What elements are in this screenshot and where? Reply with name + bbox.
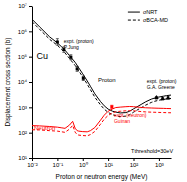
legend-swatch xyxy=(128,20,140,21)
y-axis-title: Displacement cross section (b) xyxy=(4,38,12,127)
point xyxy=(166,95,171,99)
tick-label: 10⁷ xyxy=(18,3,27,9)
chart: 10⁻²10⁻¹10⁰10¹10²10³10¹10²10³10⁴10⁵10⁶10… xyxy=(0,0,187,182)
legend-label: σNRT xyxy=(143,9,158,15)
error-bar xyxy=(110,105,113,108)
tick-mark xyxy=(29,133,32,134)
tick: 10⁻² xyxy=(27,158,38,168)
annotation: Neutron xyxy=(34,125,55,131)
error-bar xyxy=(82,76,85,80)
tick-label: 10⁴ xyxy=(18,79,28,85)
point xyxy=(56,40,59,43)
y-axis: 10¹ 10² 10³ 10⁴ 10⁵ 10⁶ 10⁷ xyxy=(18,3,33,161)
tick-label: 10⁰ xyxy=(79,161,88,168)
annotation: Cu xyxy=(36,51,48,61)
tick-label: 10¹ xyxy=(18,155,27,161)
tick-mark xyxy=(108,158,109,161)
annotation-line: G.A. Greene xyxy=(147,84,175,90)
error-bar xyxy=(76,66,79,71)
tick-label: 10³ xyxy=(155,162,164,168)
tick-label: 10³ xyxy=(18,105,27,111)
annotation: Proton xyxy=(98,77,116,83)
tick-mark xyxy=(134,158,135,161)
legend-swatch xyxy=(128,12,140,13)
tick-mark xyxy=(29,158,32,159)
tick-label: 10⁻² xyxy=(27,162,38,168)
tick-mark xyxy=(29,107,32,108)
x-axis-title: Proton or neutron energy (MeV) xyxy=(56,173,148,181)
tick: 10⁻¹ xyxy=(53,158,64,168)
scatter-series xyxy=(154,95,170,100)
error-bar xyxy=(56,39,59,45)
tick-mark xyxy=(29,57,32,58)
annotation: expt. (neutron)Guinan xyxy=(114,112,147,124)
series-line xyxy=(32,22,171,117)
point xyxy=(154,95,159,99)
annotation: expt. (proton)G.A. Greene xyxy=(147,78,177,90)
tick-mark xyxy=(57,158,58,161)
tick-label: 10⁶ xyxy=(18,29,28,35)
legend-item: σNRT xyxy=(128,9,158,15)
scatter-series xyxy=(56,39,85,81)
tick: 10³ xyxy=(155,158,164,168)
tick: 10¹ xyxy=(18,155,32,161)
legend-label: σBCA-MD xyxy=(143,17,168,23)
tick: 10² xyxy=(130,158,139,168)
annotation-line: Tthreshold=30eV xyxy=(131,148,173,154)
point xyxy=(82,77,85,80)
tick-mark xyxy=(29,82,32,83)
x-axis: 10⁻² 10⁻¹ 10⁰ 10¹ 10² 10³ xyxy=(27,158,171,168)
annotation-line: Guinan xyxy=(114,118,130,124)
plot: 10⁻²10⁻¹10⁰10¹10²10³10¹10²10³10⁴10⁵10⁶10… xyxy=(4,3,177,181)
tick-mark xyxy=(29,31,32,32)
tick-label: 10² xyxy=(18,130,27,136)
tick-mark xyxy=(159,158,160,161)
annotation-line: P.Jung xyxy=(64,44,79,50)
legend: σNRT σBCA-MD xyxy=(128,9,168,23)
series-line xyxy=(32,106,171,131)
annotation: Tthreshold=30eV xyxy=(131,148,173,154)
legend-item: σBCA-MD xyxy=(128,17,168,23)
point xyxy=(160,96,165,100)
tick: 10⁴ xyxy=(18,79,32,85)
x-axis-line xyxy=(33,158,172,159)
tick: 10¹ xyxy=(104,158,113,168)
point xyxy=(69,56,72,59)
annotations: expt. (proton)P.Jung Proton Cu Neutron expt.… xyxy=(34,38,177,154)
scatter-series xyxy=(110,105,113,108)
tick: 10² xyxy=(18,130,32,136)
tick-label: 10⁵ xyxy=(18,54,28,60)
error-bar xyxy=(69,55,72,60)
annotation-line: Proton xyxy=(98,77,116,83)
annotation: expt. (proton)P.Jung xyxy=(64,38,94,50)
tick-mark xyxy=(29,6,32,7)
tick: 10⁰ xyxy=(79,158,88,168)
tick: 10⁷ xyxy=(18,3,32,9)
annotation-line: Cu xyxy=(36,51,48,61)
annotation-line: Neutron xyxy=(34,125,55,131)
tick: 10⁶ xyxy=(18,29,32,35)
tick: 10⁵ xyxy=(18,54,32,60)
tick-mark xyxy=(83,158,84,161)
tick-label: 10² xyxy=(130,162,139,168)
tick-label: 10¹ xyxy=(104,162,113,168)
tick-label: 10⁻¹ xyxy=(53,162,64,168)
point xyxy=(110,105,113,108)
tick: 10³ xyxy=(18,105,32,111)
series-line xyxy=(32,111,171,136)
y-axis-line xyxy=(32,7,33,159)
series-line xyxy=(32,19,171,113)
point xyxy=(76,67,79,70)
